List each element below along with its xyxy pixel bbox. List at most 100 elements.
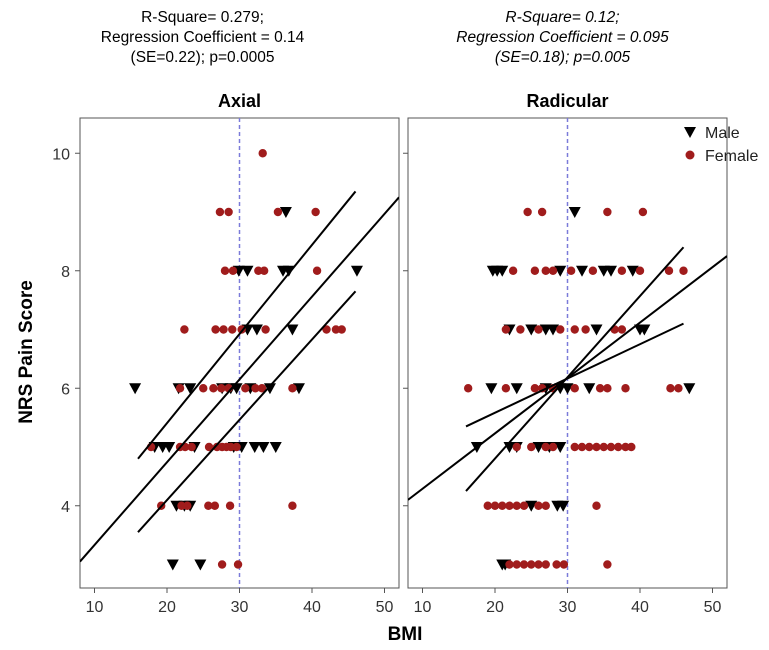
female-point: [621, 384, 630, 393]
female-point: [541, 560, 550, 569]
male-point: [248, 442, 261, 453]
male-point: [605, 265, 617, 277]
male-point: [525, 324, 538, 336]
female-point: [603, 384, 612, 393]
female-point: [527, 560, 536, 569]
x-axis-label: BMI: [388, 624, 423, 645]
female-point: [226, 442, 235, 452]
female-point: [224, 207, 233, 217]
male-point: [496, 265, 509, 277]
female-point: [603, 207, 612, 217]
female-point: [199, 384, 208, 393]
female-point: [257, 384, 267, 393]
female-point: [225, 501, 235, 510]
axial-stats: R-Square= 0.279; Regression Coefficient …: [40, 8, 365, 68]
female-point: [556, 325, 565, 334]
female-point: [541, 501, 550, 510]
female-point: [483, 501, 492, 510]
y-axis-label: NRS Pain Score: [16, 280, 37, 424]
female-point: [209, 384, 218, 393]
x-tick-label: 40: [303, 599, 321, 616]
x-tick-label: 10: [86, 599, 104, 616]
female-point: [232, 442, 241, 452]
female-point: [337, 325, 346, 334]
female-point: [664, 266, 674, 275]
female-point: [177, 501, 186, 510]
x-tick-label: 50: [376, 599, 394, 616]
male-point: [638, 324, 651, 336]
female-point: [273, 207, 283, 217]
male-point: [279, 207, 292, 218]
female-point: [187, 442, 196, 452]
female-point: [621, 442, 630, 452]
female-point: [516, 325, 525, 334]
male-point: [129, 383, 142, 395]
male-point: [626, 265, 639, 277]
y-tick-label: 8: [61, 264, 70, 281]
female-point: [490, 501, 500, 510]
female-point: [679, 266, 688, 275]
female-point: [217, 384, 226, 393]
female-point: [534, 501, 543, 510]
female-point: [220, 266, 230, 275]
female-point: [228, 325, 237, 334]
female-point: [548, 266, 558, 275]
female-point: [508, 266, 518, 275]
x-tick-label: 20: [158, 599, 176, 616]
female-point: [638, 207, 648, 217]
male-point: [257, 442, 270, 453]
y-tick-label: 6: [61, 381, 70, 398]
male-point: [554, 265, 567, 277]
y-tick-label: 4: [61, 499, 70, 516]
female-point: [537, 207, 547, 217]
female-point: [215, 207, 225, 217]
male-point: [194, 559, 207, 571]
fit-line-ci_upper: [465, 246, 685, 492]
female-point: [666, 384, 675, 393]
fit-line-ci_lower: [137, 290, 357, 533]
male-point: [590, 324, 603, 336]
female-point: [501, 384, 511, 393]
female-point: [251, 384, 260, 393]
male-point: [683, 383, 696, 395]
fit-line-regression: [80, 196, 399, 563]
female-point: [588, 266, 598, 275]
female-point: [530, 266, 540, 275]
male-point: [532, 442, 545, 453]
male-point: [350, 265, 363, 277]
female-point: [288, 384, 297, 393]
female-point: [581, 325, 590, 334]
female-point: [570, 442, 579, 452]
female-point: [498, 501, 507, 510]
female-point: [548, 442, 558, 452]
female-point: [566, 266, 576, 275]
female-point: [617, 325, 627, 334]
panel-title: Radicular: [526, 91, 608, 111]
female-point: [254, 266, 263, 275]
male-point: [547, 324, 559, 336]
fit-line-ci_upper: [137, 190, 357, 460]
male-point: [163, 442, 176, 453]
female-point: [512, 442, 521, 452]
female-point: [463, 384, 473, 393]
fit-line-ci_lower: [465, 322, 684, 428]
female-point: [585, 442, 594, 452]
x-tick-label: 40: [631, 599, 649, 616]
male-point: [250, 324, 263, 336]
female-point: [258, 149, 267, 158]
x-tick-label: 30: [559, 599, 577, 616]
female-point: [627, 442, 636, 452]
female-point: [577, 442, 587, 452]
axial-panel: 10 20 30 40 50 4 6 8 10 Axial: [52, 91, 400, 616]
female-point: [534, 325, 543, 334]
female-point: [592, 501, 601, 510]
male-point: [568, 207, 581, 218]
female-point: [530, 384, 540, 393]
male-point: [576, 265, 588, 277]
male-point: [166, 559, 179, 571]
female-point: [183, 501, 192, 510]
female-point: [288, 501, 297, 510]
male-point: [554, 442, 567, 453]
female-point: [512, 560, 521, 569]
female-point: [606, 442, 616, 452]
